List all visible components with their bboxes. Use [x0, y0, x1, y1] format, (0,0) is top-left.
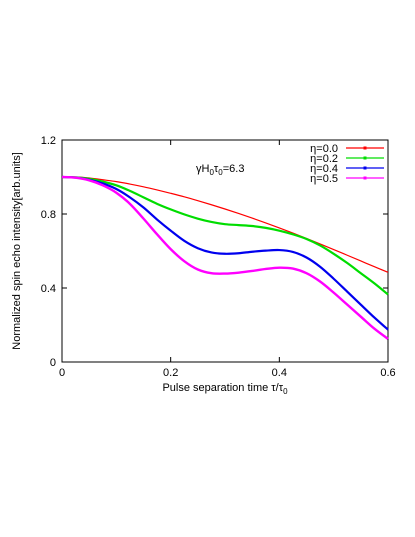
y-tick-label: 0.8: [41, 209, 56, 221]
legend-label-1: η=0.2: [310, 153, 338, 165]
legend-label-3: η=0.5: [310, 173, 338, 185]
y-axis-label: Normalized spin echo intensity[arb.units…: [11, 152, 23, 349]
annotation-part-3: =6.3: [223, 163, 245, 175]
annotation-part-2: τ: [214, 163, 219, 175]
series-line-0: [61, 176, 389, 273]
annotation-sub-1: 0: [209, 168, 214, 177]
series-line-3: [61, 175, 389, 340]
legend-label-0: η=0.0: [310, 143, 338, 155]
x-tick-label: 0.6: [380, 367, 395, 379]
y-tick-label: 0: [50, 357, 56, 369]
y-tick-label: 1.2: [41, 135, 56, 147]
series-group: [61, 175, 389, 340]
legend-label-2: η=0.4: [310, 163, 338, 175]
y-tick-label: 0.4: [41, 283, 56, 295]
legend-marker-2: [363, 166, 367, 170]
tick-labels: 0 0.2 0.4 0.6 0 0.4 0.8 1.2: [41, 135, 396, 379]
legend-marker-1: [363, 156, 367, 160]
x-axis-label-sub: 0: [283, 387, 288, 396]
x-tick-label: 0.4: [272, 367, 287, 379]
tick-marks: [61, 139, 389, 363]
x-tick-label: 0.2: [163, 367, 178, 379]
legend-marker-3: [363, 176, 367, 180]
annotation-sub-2: 0: [218, 168, 223, 177]
annotation: γH0τ0=6.3: [196, 163, 244, 177]
series-line-2: [61, 175, 389, 331]
x-axis-label-main: Pulse separation time τ/τ: [162, 382, 283, 394]
annotation-part-1: γH: [196, 163, 210, 175]
x-tick-label: 0: [59, 367, 65, 379]
legend-marker-0: [363, 146, 367, 150]
series-line-1: [61, 175, 389, 296]
x-axis-label: Pulse separation time τ/τ0: [162, 382, 288, 396]
plot-frame: [61, 139, 389, 363]
legend: η=0.0η=0.2η=0.4η=0.5: [310, 143, 384, 185]
